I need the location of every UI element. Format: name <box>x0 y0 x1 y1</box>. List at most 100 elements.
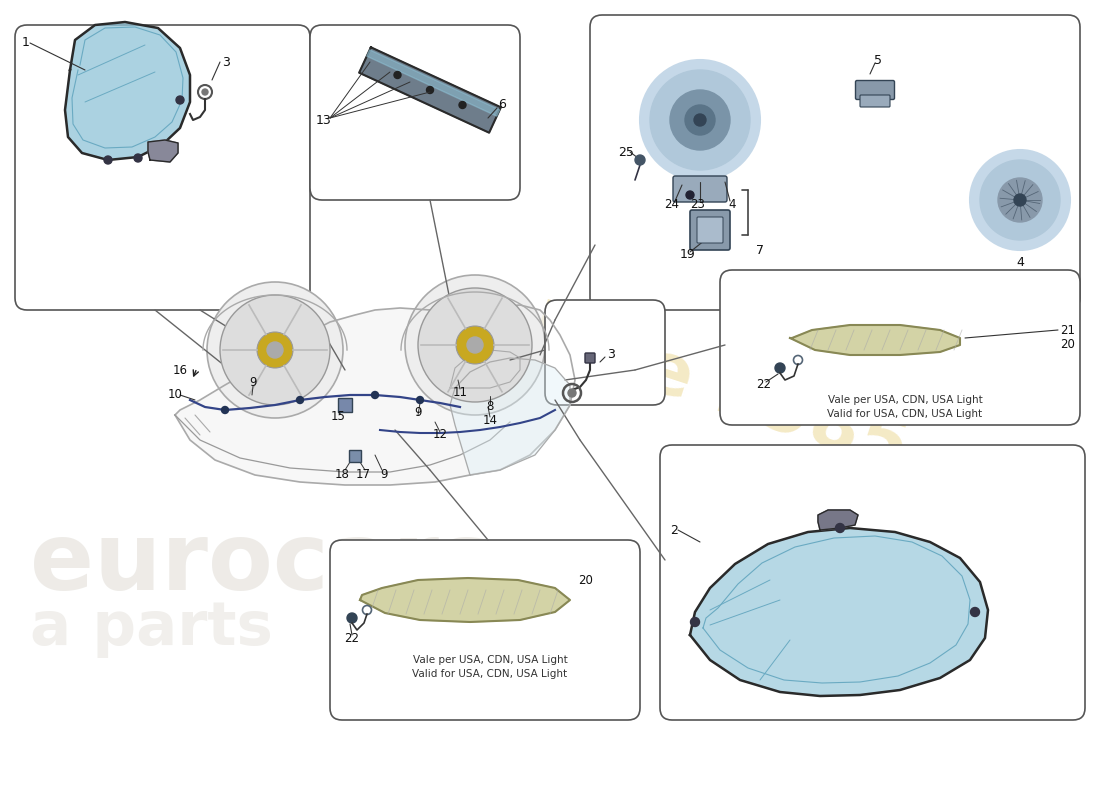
Text: 3: 3 <box>607 349 615 362</box>
Circle shape <box>220 295 330 405</box>
Polygon shape <box>360 578 570 622</box>
Circle shape <box>417 397 424 403</box>
Circle shape <box>980 160 1060 240</box>
FancyBboxPatch shape <box>310 25 520 200</box>
Circle shape <box>394 71 402 78</box>
Circle shape <box>104 156 112 164</box>
Text: 1: 1 <box>22 37 30 50</box>
Text: 4: 4 <box>728 198 736 210</box>
FancyBboxPatch shape <box>720 270 1080 425</box>
Circle shape <box>1014 194 1026 206</box>
Circle shape <box>405 275 544 415</box>
Circle shape <box>207 282 343 418</box>
Text: 13: 13 <box>316 114 332 126</box>
Polygon shape <box>175 305 575 485</box>
Text: 17: 17 <box>355 469 371 482</box>
Polygon shape <box>790 325 960 355</box>
FancyBboxPatch shape <box>856 81 894 99</box>
Circle shape <box>468 337 483 353</box>
Text: eurocars: eurocars <box>30 518 495 610</box>
Text: a parts: a parts <box>30 599 273 658</box>
Circle shape <box>686 191 694 199</box>
Text: 9: 9 <box>250 377 256 390</box>
Polygon shape <box>818 510 858 530</box>
Text: 23: 23 <box>691 198 705 210</box>
Text: 6: 6 <box>498 98 506 111</box>
Polygon shape <box>148 140 178 162</box>
Circle shape <box>691 618 700 626</box>
Circle shape <box>297 397 304 403</box>
Text: Valid for USA, CDN, USA Light: Valid for USA, CDN, USA Light <box>827 409 982 419</box>
Text: 5: 5 <box>874 54 882 66</box>
Polygon shape <box>359 47 500 133</box>
Circle shape <box>221 406 229 414</box>
Circle shape <box>257 332 293 368</box>
Text: Vale per USA, CDN, USA Light: Vale per USA, CDN, USA Light <box>412 655 568 665</box>
FancyBboxPatch shape <box>660 445 1085 720</box>
Circle shape <box>694 114 706 126</box>
Circle shape <box>176 96 184 104</box>
Circle shape <box>970 607 979 617</box>
Text: 10: 10 <box>168 389 183 402</box>
FancyBboxPatch shape <box>690 210 730 250</box>
Text: 14: 14 <box>483 414 497 426</box>
Text: 4: 4 <box>1016 257 1024 270</box>
Text: since 1985: since 1985 <box>480 284 917 485</box>
Circle shape <box>418 288 532 402</box>
Circle shape <box>346 613 358 623</box>
Text: 9: 9 <box>381 469 387 482</box>
Text: 22: 22 <box>344 631 360 645</box>
Text: Valid for USA, CDN, USA Light: Valid for USA, CDN, USA Light <box>412 669 568 679</box>
Polygon shape <box>450 350 520 388</box>
Circle shape <box>998 178 1042 222</box>
Text: 3: 3 <box>222 55 230 69</box>
Text: 11: 11 <box>452 386 468 398</box>
Circle shape <box>640 60 760 180</box>
Text: 20: 20 <box>578 574 593 586</box>
Text: 7: 7 <box>756 243 764 257</box>
Text: 15: 15 <box>331 410 345 423</box>
FancyBboxPatch shape <box>585 353 595 363</box>
Text: 21: 21 <box>1060 323 1075 337</box>
Circle shape <box>836 523 845 533</box>
Text: 24: 24 <box>664 198 680 210</box>
Circle shape <box>427 86 433 94</box>
Polygon shape <box>65 22 190 160</box>
Circle shape <box>670 90 730 150</box>
Circle shape <box>459 102 466 109</box>
Text: 16: 16 <box>173 363 188 377</box>
Circle shape <box>776 363 785 373</box>
Text: 9: 9 <box>415 406 421 418</box>
FancyBboxPatch shape <box>330 540 640 720</box>
Circle shape <box>202 89 208 95</box>
FancyBboxPatch shape <box>544 300 666 405</box>
Circle shape <box>650 70 750 170</box>
Text: 8: 8 <box>486 401 494 414</box>
Text: Vale per USA, CDN, USA Light: Vale per USA, CDN, USA Light <box>827 395 982 405</box>
FancyBboxPatch shape <box>338 398 352 412</box>
Polygon shape <box>366 50 499 116</box>
Circle shape <box>267 342 283 358</box>
Text: 25: 25 <box>618 146 634 158</box>
Text: 18: 18 <box>334 469 350 482</box>
Polygon shape <box>690 528 988 696</box>
Circle shape <box>970 150 1070 250</box>
Text: 20: 20 <box>1060 338 1075 351</box>
FancyBboxPatch shape <box>349 450 361 462</box>
Circle shape <box>134 154 142 162</box>
Circle shape <box>456 326 494 364</box>
Circle shape <box>685 105 715 135</box>
FancyBboxPatch shape <box>590 15 1080 310</box>
FancyBboxPatch shape <box>697 217 723 243</box>
Text: 12: 12 <box>432 429 448 442</box>
Circle shape <box>372 391 378 398</box>
FancyBboxPatch shape <box>860 95 890 107</box>
Circle shape <box>635 155 645 165</box>
Circle shape <box>568 389 576 397</box>
Text: 2: 2 <box>670 523 678 537</box>
Polygon shape <box>450 358 570 475</box>
Text: 19: 19 <box>680 249 695 262</box>
FancyBboxPatch shape <box>15 25 310 310</box>
FancyBboxPatch shape <box>673 176 727 202</box>
Text: 22: 22 <box>757 378 771 391</box>
